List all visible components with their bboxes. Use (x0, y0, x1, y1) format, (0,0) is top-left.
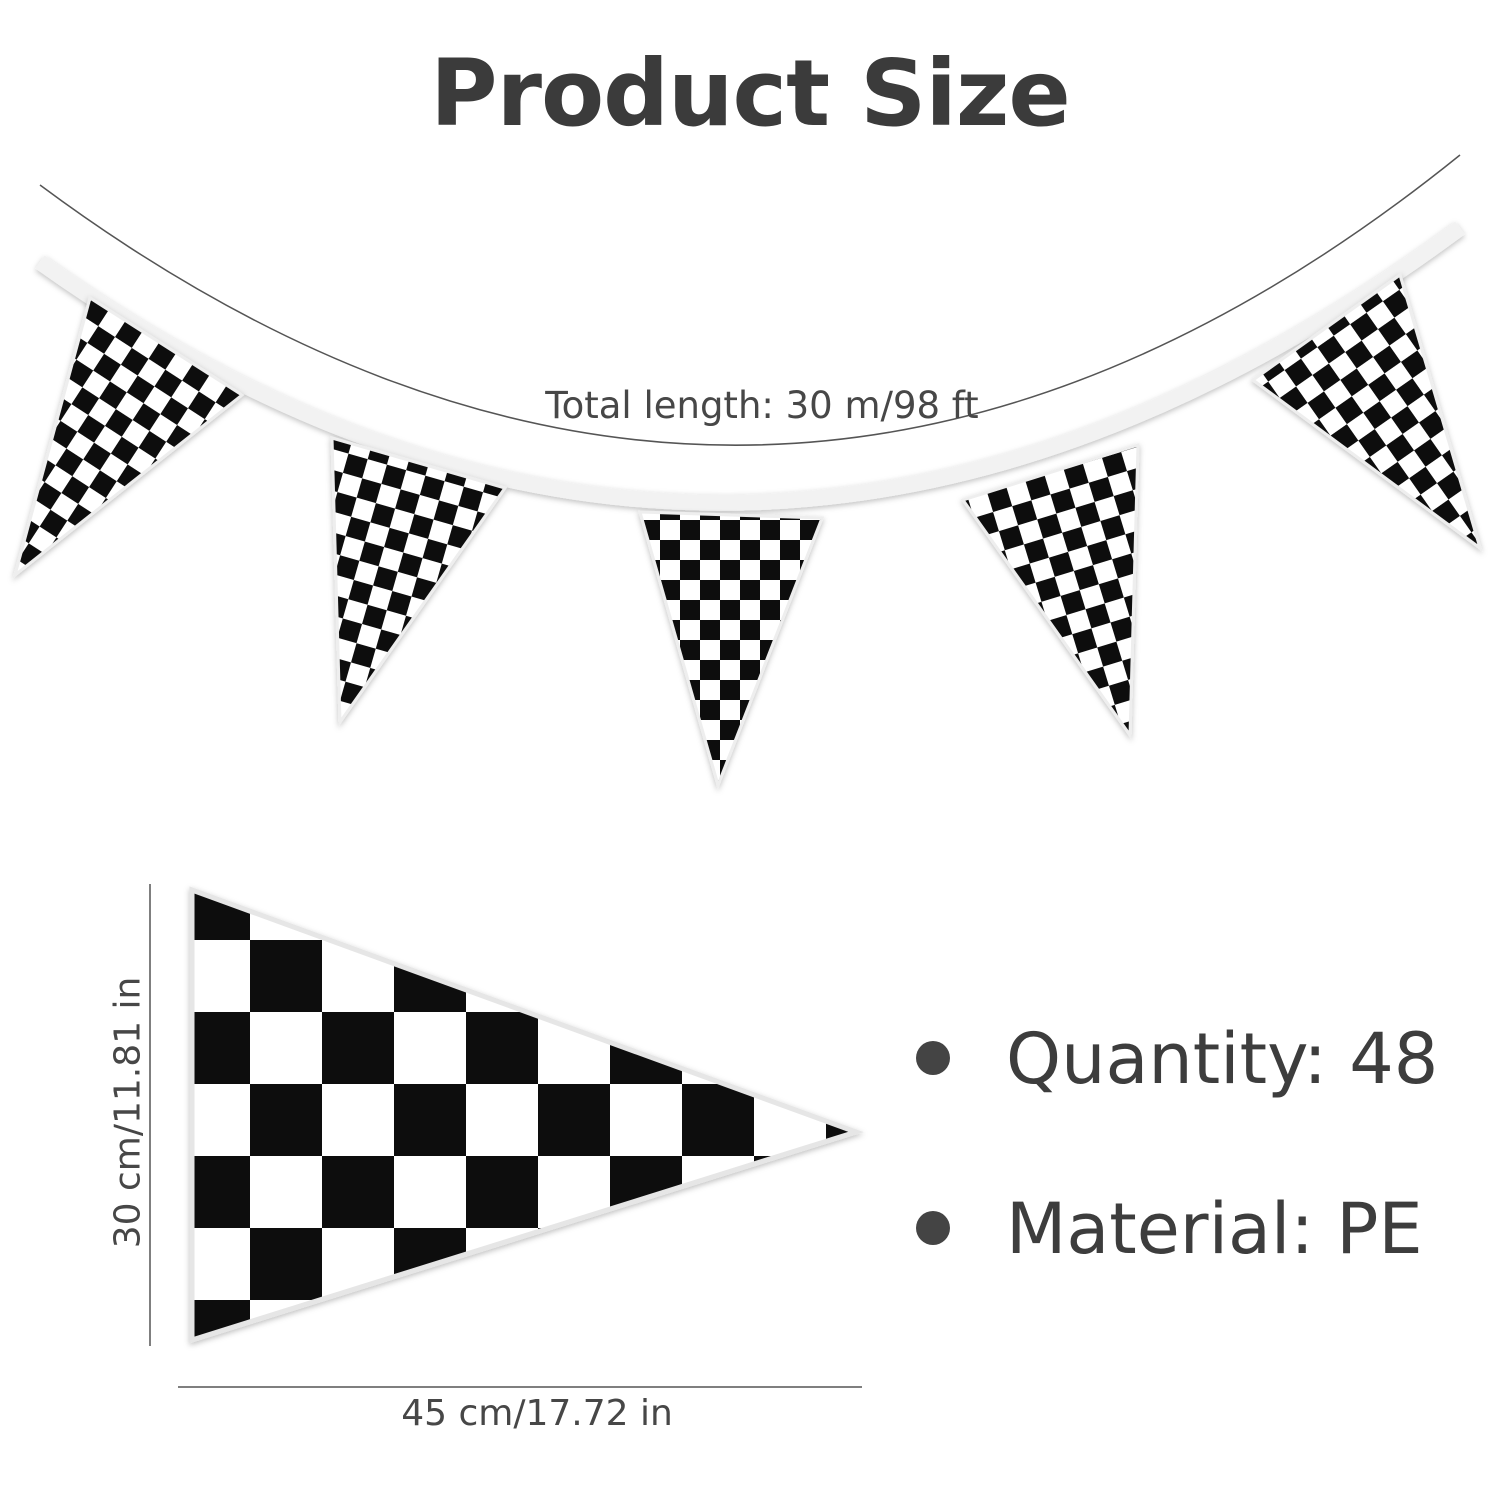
page-title: Product Size (430, 40, 1071, 147)
spec-material: Material: PE (1006, 1188, 1423, 1270)
pennant-3 (637, 510, 825, 790)
spec-quantity: Quantity: 48 (1006, 1018, 1439, 1100)
total-length-label: Total length: 30 m/98 ft (545, 384, 979, 427)
pennant-4 (960, 442, 1140, 740)
bullet-dot-icon (916, 1041, 950, 1075)
width-label: 45 cm/17.72 in (401, 1393, 673, 1434)
height-label: 30 cm/11.81 in (107, 976, 149, 1249)
length-arc-line (39, 154, 1461, 446)
pennant-detail (189, 886, 864, 1344)
pennant-5 (1250, 272, 1483, 552)
pennant-1 (12, 295, 245, 580)
pennant-2 (330, 435, 508, 727)
bullet-dot-icon (916, 1211, 950, 1245)
bunting-string (35, 221, 1465, 511)
